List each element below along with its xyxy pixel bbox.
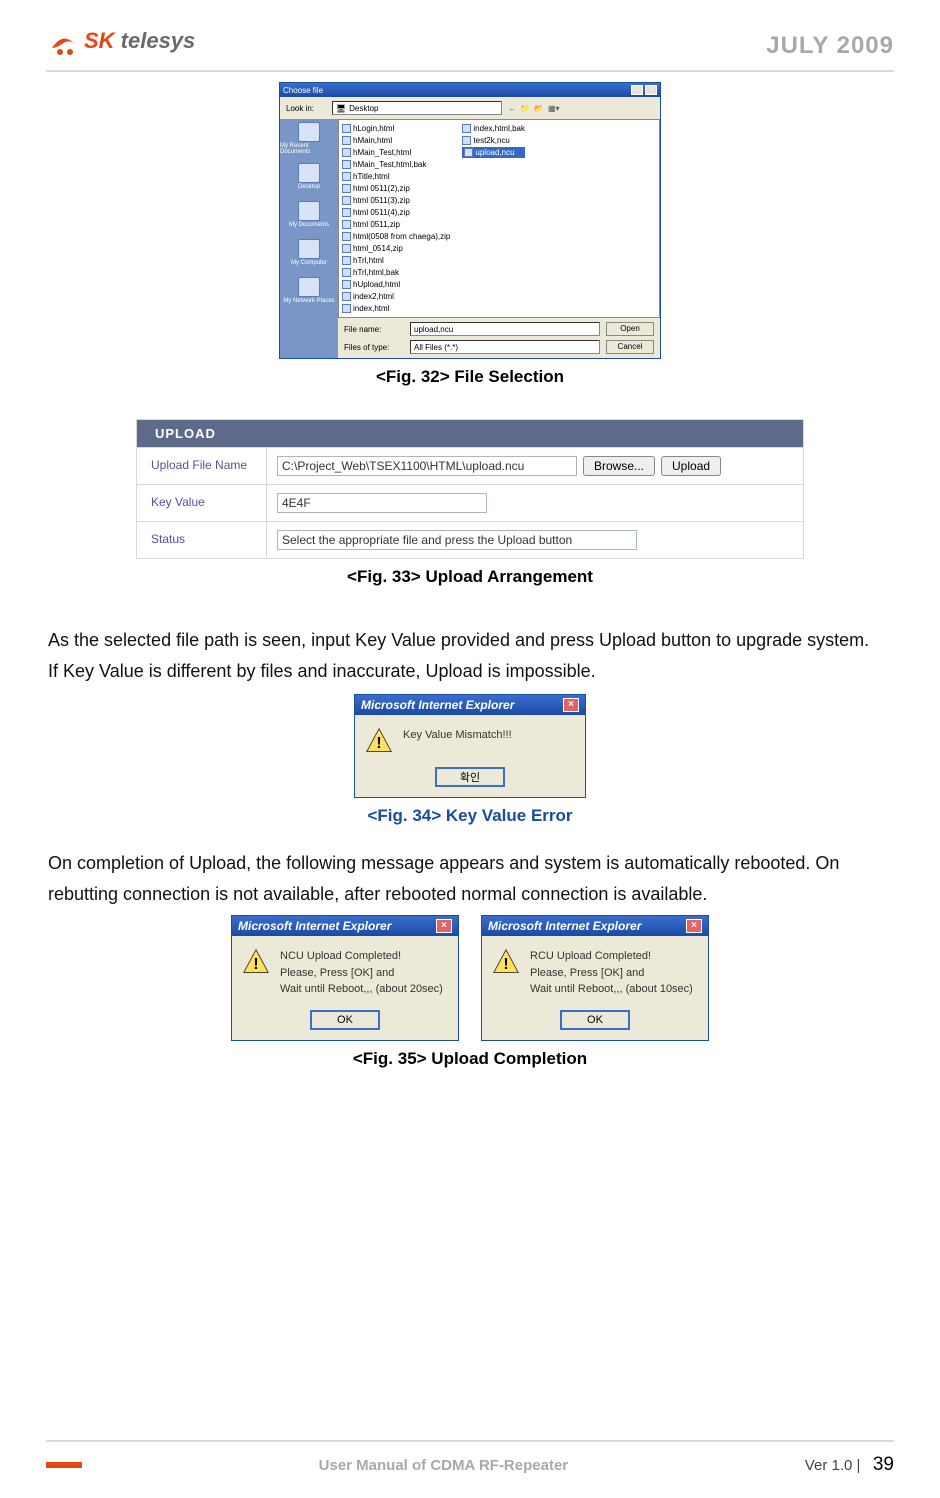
filetype-dropdown[interactable]: All Files (*.*): [410, 340, 600, 354]
ok-button[interactable]: OK: [560, 1010, 630, 1030]
places-bar: My Recent Documents Desktop My Documents…: [280, 119, 338, 358]
footer-accent: [46, 1462, 82, 1468]
caption-fig34: <Fig. 34> Key Value Error: [46, 806, 894, 826]
file-dialog-titlebar: Choose file ? ×: [280, 83, 660, 97]
warning-icon: !: [492, 948, 520, 976]
list-item[interactable]: hTrl,html,bak: [342, 267, 450, 278]
list-item[interactable]: hTrl,html: [342, 255, 450, 266]
logo-telesys: telesys: [115, 28, 196, 53]
ok-button[interactable]: OK: [310, 1010, 380, 1030]
upload-button[interactable]: Upload: [661, 456, 721, 476]
list-item[interactable]: html 0511(2),zip: [342, 183, 450, 194]
caption-fig35: <Fig. 35> Upload Completion: [46, 1049, 894, 1069]
alert-message: RCU Upload Completed! Please, Press [OK]…: [530, 948, 693, 998]
ok-button[interactable]: 확인: [435, 767, 505, 787]
list-item[interactable]: test2k,ncu: [462, 135, 525, 146]
list-item[interactable]: hMain,html: [342, 135, 450, 146]
list-item[interactable]: html 0511(4),zip: [342, 207, 450, 218]
logo-sk: SK: [84, 28, 115, 53]
close-icon[interactable]: ×: [686, 919, 702, 933]
upload-filename-input[interactable]: [277, 456, 577, 476]
list-item[interactable]: upload,ncu: [462, 147, 525, 158]
paragraph-1: As the selected file path is seen, input…: [46, 625, 894, 656]
footer-version: Ver 1.0 |: [805, 1457, 861, 1474]
list-item[interactable]: index,html: [342, 303, 450, 314]
list-item[interactable]: html_0514,zip: [342, 243, 450, 254]
logo-mark-icon: [46, 28, 82, 60]
footer-page: 39: [873, 1454, 894, 1475]
alert-message: Key Value Mismatch!!!: [403, 727, 512, 744]
list-item[interactable]: hMain_Test,html,bak: [342, 159, 450, 170]
list-item[interactable]: html 0511,zip: [342, 219, 450, 230]
filetype-label: Files of type:: [344, 343, 404, 352]
lookin-label: Look in:: [286, 104, 326, 113]
list-item[interactable]: hTitle,html: [342, 171, 450, 182]
close-icon[interactable]: ×: [563, 698, 579, 712]
alert-message: NCU Upload Completed! Please, Press [OK]…: [280, 948, 443, 998]
filename-label: File name:: [344, 325, 404, 334]
views-icon[interactable]: ▦▾: [548, 104, 560, 113]
list-item[interactable]: hLogin,html: [342, 123, 450, 134]
warning-icon: !: [365, 727, 393, 755]
header-divider: [46, 70, 894, 72]
paragraph-3: On completion of Upload, the following m…: [46, 848, 894, 909]
status-display: [277, 530, 637, 550]
alert-title: Microsoft Internet Explorer: [488, 919, 641, 933]
upload-panel-header: UPLOAD: [137, 420, 803, 447]
alert-keyvalue-error: Microsoft Internet Explorer × ! Key Value…: [354, 694, 586, 798]
up-icon[interactable]: 📁: [520, 104, 530, 113]
paragraph-2: If Key Value is different by files and i…: [46, 656, 894, 687]
svg-text:!: !: [376, 735, 381, 752]
alert-title: Microsoft Internet Explorer: [361, 698, 514, 712]
upload-panel: UPLOAD Upload File Name Browse... Upload…: [136, 419, 804, 559]
keyvalue-input[interactable]: [277, 493, 487, 513]
logo: SK telesys: [46, 28, 195, 60]
places-documents[interactable]: My Documents: [280, 195, 338, 233]
cancel-button[interactable]: Cancel: [606, 340, 654, 354]
file-list: hLogin,htmlhMain,htmlhMain_Test,htmlhMai…: [338, 119, 660, 318]
places-network[interactable]: My Network Places: [280, 271, 338, 309]
close-icon[interactable]: ×: [436, 919, 452, 933]
caption-fig32: <Fig. 32> File Selection: [46, 367, 894, 387]
list-item[interactable]: html(0508 from chaega),zip: [342, 231, 450, 242]
close-button[interactable]: ×: [645, 85, 657, 95]
back-icon[interactable]: ←: [508, 104, 516, 113]
file-dialog: Choose file ? × Look in: 🖥Desktop ← 📁 📂 …: [279, 82, 661, 359]
list-item[interactable]: hMain_Test,html: [342, 147, 450, 158]
svg-text:!: !: [503, 956, 508, 973]
file-dialog-title: Choose file: [283, 86, 323, 95]
list-item[interactable]: html 0511(3),zip: [342, 195, 450, 206]
warning-icon: !: [242, 948, 270, 976]
header-date: JULY 2009: [766, 32, 894, 60]
status-label: Status: [137, 522, 267, 558]
page-footer: User Manual of CDMA RF-Repeater Ver 1.0 …: [0, 1440, 940, 1476]
lookin-dropdown[interactable]: 🖥Desktop: [332, 101, 502, 115]
alert-ncu-complete: Microsoft Internet Explorer × ! NCU Uploa…: [231, 915, 459, 1041]
svg-text:!: !: [253, 956, 258, 973]
page-header: SK telesys JULY 2009: [46, 28, 894, 70]
places-computer[interactable]: My Computer: [280, 233, 338, 271]
upload-filename-label: Upload File Name: [137, 448, 267, 484]
list-item[interactable]: index2,html: [342, 291, 450, 302]
toolbar-icons: ← 📁 📂 ▦▾: [508, 104, 560, 113]
browse-button[interactable]: Browse...: [583, 456, 655, 476]
keyvalue-label: Key Value: [137, 485, 267, 521]
places-desktop[interactable]: Desktop: [280, 157, 338, 195]
footer-title: User Manual of CDMA RF-Repeater: [319, 1457, 568, 1474]
list-item[interactable]: hUpload,html: [342, 279, 450, 290]
filename-input[interactable]: upload,ncu: [410, 322, 600, 336]
alert-title: Microsoft Internet Explorer: [238, 919, 391, 933]
alert-rcu-complete: Microsoft Internet Explorer × ! RCU Uploa…: [481, 915, 709, 1041]
newfolder-icon[interactable]: 📂: [534, 104, 544, 113]
caption-fig33: <Fig. 33> Upload Arrangement: [46, 567, 894, 587]
help-button[interactable]: ?: [631, 85, 643, 95]
list-item[interactable]: index,html,bak: [462, 123, 525, 134]
open-button[interactable]: Open: [606, 322, 654, 336]
places-recent[interactable]: My Recent Documents: [280, 119, 338, 157]
